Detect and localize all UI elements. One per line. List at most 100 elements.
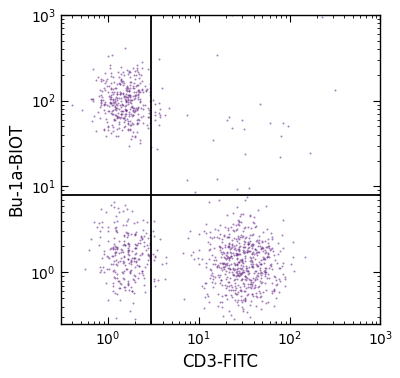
Point — [214, 226, 221, 232]
Point — [144, 261, 151, 267]
Point — [118, 78, 124, 84]
Point — [257, 262, 264, 268]
Point — [121, 72, 127, 78]
Point — [259, 239, 265, 245]
Point — [108, 100, 114, 106]
Point — [236, 259, 242, 265]
Point — [226, 266, 233, 272]
Point — [135, 116, 141, 122]
Point — [142, 264, 148, 270]
Point — [257, 246, 264, 252]
Point — [95, 109, 101, 115]
Point — [128, 284, 134, 290]
Point — [138, 270, 145, 276]
Point — [93, 77, 100, 84]
Point — [242, 249, 249, 255]
Point — [253, 268, 259, 274]
Point — [262, 237, 269, 243]
Point — [125, 127, 132, 133]
Point — [114, 246, 120, 252]
Point — [268, 280, 275, 287]
Point — [113, 315, 119, 321]
Point — [235, 272, 241, 278]
Point — [116, 80, 122, 86]
Point — [264, 245, 271, 251]
Point — [238, 271, 245, 277]
Point — [207, 246, 214, 252]
Point — [118, 111, 124, 117]
Point — [288, 260, 294, 266]
Point — [246, 276, 252, 282]
Point — [245, 291, 252, 297]
Point — [220, 260, 226, 266]
Point — [251, 251, 257, 257]
Point — [275, 240, 282, 246]
Point — [141, 233, 147, 239]
Point — [223, 296, 230, 302]
Point — [123, 107, 130, 113]
Point — [127, 127, 133, 133]
Point — [238, 262, 244, 268]
Point — [214, 234, 221, 240]
Point — [254, 294, 260, 300]
Point — [136, 263, 142, 269]
Point — [132, 241, 138, 247]
Point — [261, 270, 268, 276]
Point — [114, 114, 120, 120]
Point — [137, 140, 144, 146]
Point — [260, 229, 266, 235]
Point — [96, 220, 102, 226]
Point — [245, 240, 252, 246]
Point — [126, 94, 133, 100]
Point — [122, 116, 128, 122]
Point — [248, 257, 254, 263]
Point — [96, 269, 103, 275]
Point — [112, 112, 118, 118]
Point — [226, 265, 233, 271]
Point — [268, 230, 274, 236]
Point — [242, 297, 248, 303]
Point — [207, 241, 213, 247]
Point — [225, 243, 231, 249]
Point — [266, 243, 273, 249]
Point — [249, 291, 255, 297]
Point — [96, 228, 103, 234]
Point — [124, 218, 130, 224]
Point — [118, 77, 124, 83]
Point — [240, 244, 247, 250]
Point — [116, 119, 122, 125]
Point — [206, 274, 213, 280]
Point — [241, 225, 247, 231]
Point — [240, 249, 246, 255]
Point — [114, 275, 120, 281]
Point — [282, 284, 288, 290]
Point — [245, 284, 251, 290]
Point — [109, 253, 115, 259]
Point — [241, 244, 248, 250]
Point — [131, 89, 138, 95]
Point — [144, 242, 150, 248]
Point — [236, 259, 242, 265]
Point — [117, 297, 124, 303]
Point — [218, 323, 225, 329]
Point — [220, 322, 226, 328]
Point — [112, 117, 118, 123]
Point — [138, 59, 145, 65]
Point — [212, 226, 218, 232]
Point — [222, 255, 228, 261]
Point — [126, 260, 132, 266]
Point — [222, 292, 229, 298]
Point — [127, 93, 133, 99]
Point — [210, 276, 216, 282]
Point — [128, 79, 134, 85]
Point — [244, 268, 251, 274]
Point — [221, 263, 228, 269]
Point — [116, 106, 122, 112]
Point — [231, 260, 237, 266]
Point — [228, 249, 234, 256]
Point — [232, 222, 239, 228]
Point — [278, 232, 285, 238]
Point — [272, 282, 279, 288]
Point — [101, 102, 107, 108]
Point — [280, 260, 286, 266]
